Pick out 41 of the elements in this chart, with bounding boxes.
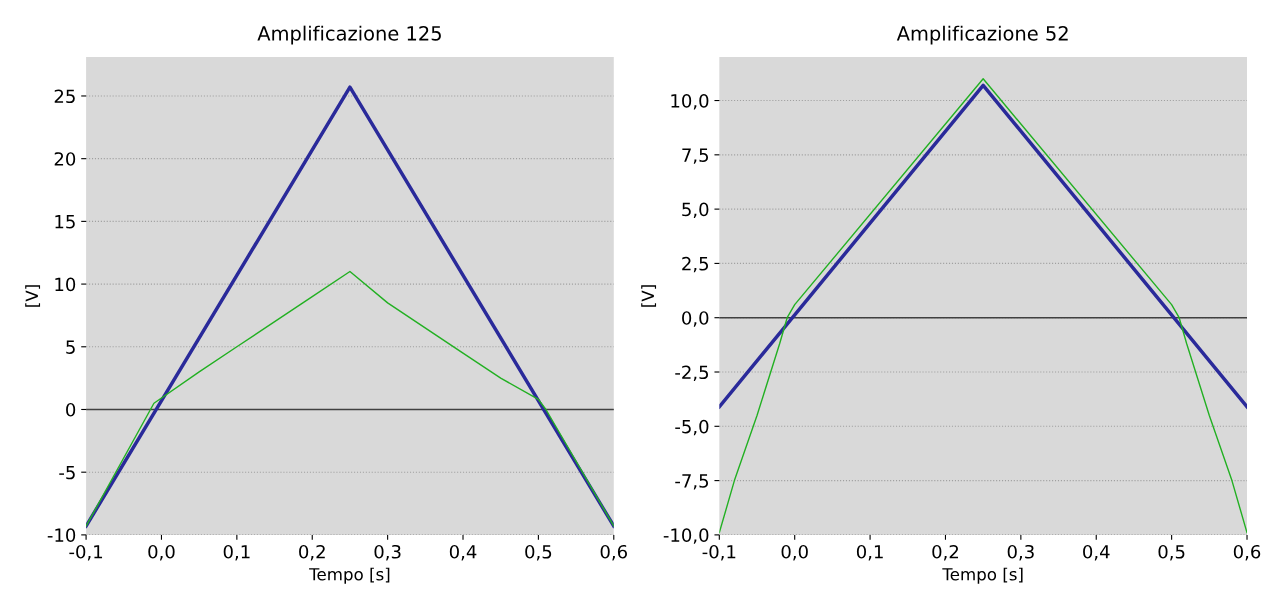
y-tick-label: 5,0: [682, 202, 709, 219]
line-series: [86, 270, 614, 527]
y-tick-label: -2,5: [675, 365, 709, 381]
x-tick-label: 0,4: [449, 544, 477, 561]
x-tick-label: 0,6: [600, 544, 627, 561]
y-tick-label: 10: [55, 277, 76, 292]
y-tick-label: 2,5: [682, 256, 709, 273]
y-tick-label: 0: [66, 402, 76, 417]
x-tick-label: 0,3: [374, 544, 401, 561]
y-tick-label: -5: [59, 465, 75, 480]
y-tick-label: 10,0: [671, 93, 709, 110]
x-tick-label: 0,1: [223, 544, 250, 561]
x-tick-label: 0,2: [932, 544, 959, 561]
x-axis-title: Tempo [s]: [942, 567, 1023, 584]
y-tick-label: 5: [66, 340, 75, 354]
chart-title: Amplificazione 125: [257, 25, 441, 45]
y-tick-label: 20: [54, 152, 76, 166]
y-tick-label: 25: [54, 89, 75, 104]
x-tick-label: 0,5: [525, 544, 552, 561]
y-axis-title: [V]: [25, 285, 41, 307]
x-axis-title: Tempo [s]: [309, 567, 390, 584]
chart-title: Amplificazione 52: [896, 25, 1068, 45]
x-tick-label: 0,0: [781, 544, 808, 561]
y-tick-label: -5,0: [675, 419, 709, 436]
x-tick-label: -0,1: [69, 544, 103, 561]
x-tick-label: 0,5: [1158, 544, 1185, 561]
y-tick-label: -10,0: [663, 528, 709, 544]
y-tick-label: 7,5: [682, 148, 709, 164]
y-tick-label: 0,0: [682, 311, 709, 327]
y-tick-label: 15: [55, 215, 75, 229]
x-tick-label: -0,1: [702, 544, 736, 561]
x-tick-label: 0,2: [299, 544, 325, 561]
line-series: [719, 78, 1248, 534]
y-tick-label: -7,5: [675, 474, 709, 490]
x-tick-label: 0,6: [1233, 544, 1261, 561]
x-tick-label: 0,4: [1083, 544, 1110, 561]
x-tick-label: 0,1: [856, 544, 883, 561]
y-axis-title: [V]: [641, 285, 657, 307]
x-tick-label: 0,0: [148, 544, 175, 561]
x-tick-label: 0,3: [1007, 544, 1034, 561]
y-tick-label: -10: [47, 528, 76, 543]
